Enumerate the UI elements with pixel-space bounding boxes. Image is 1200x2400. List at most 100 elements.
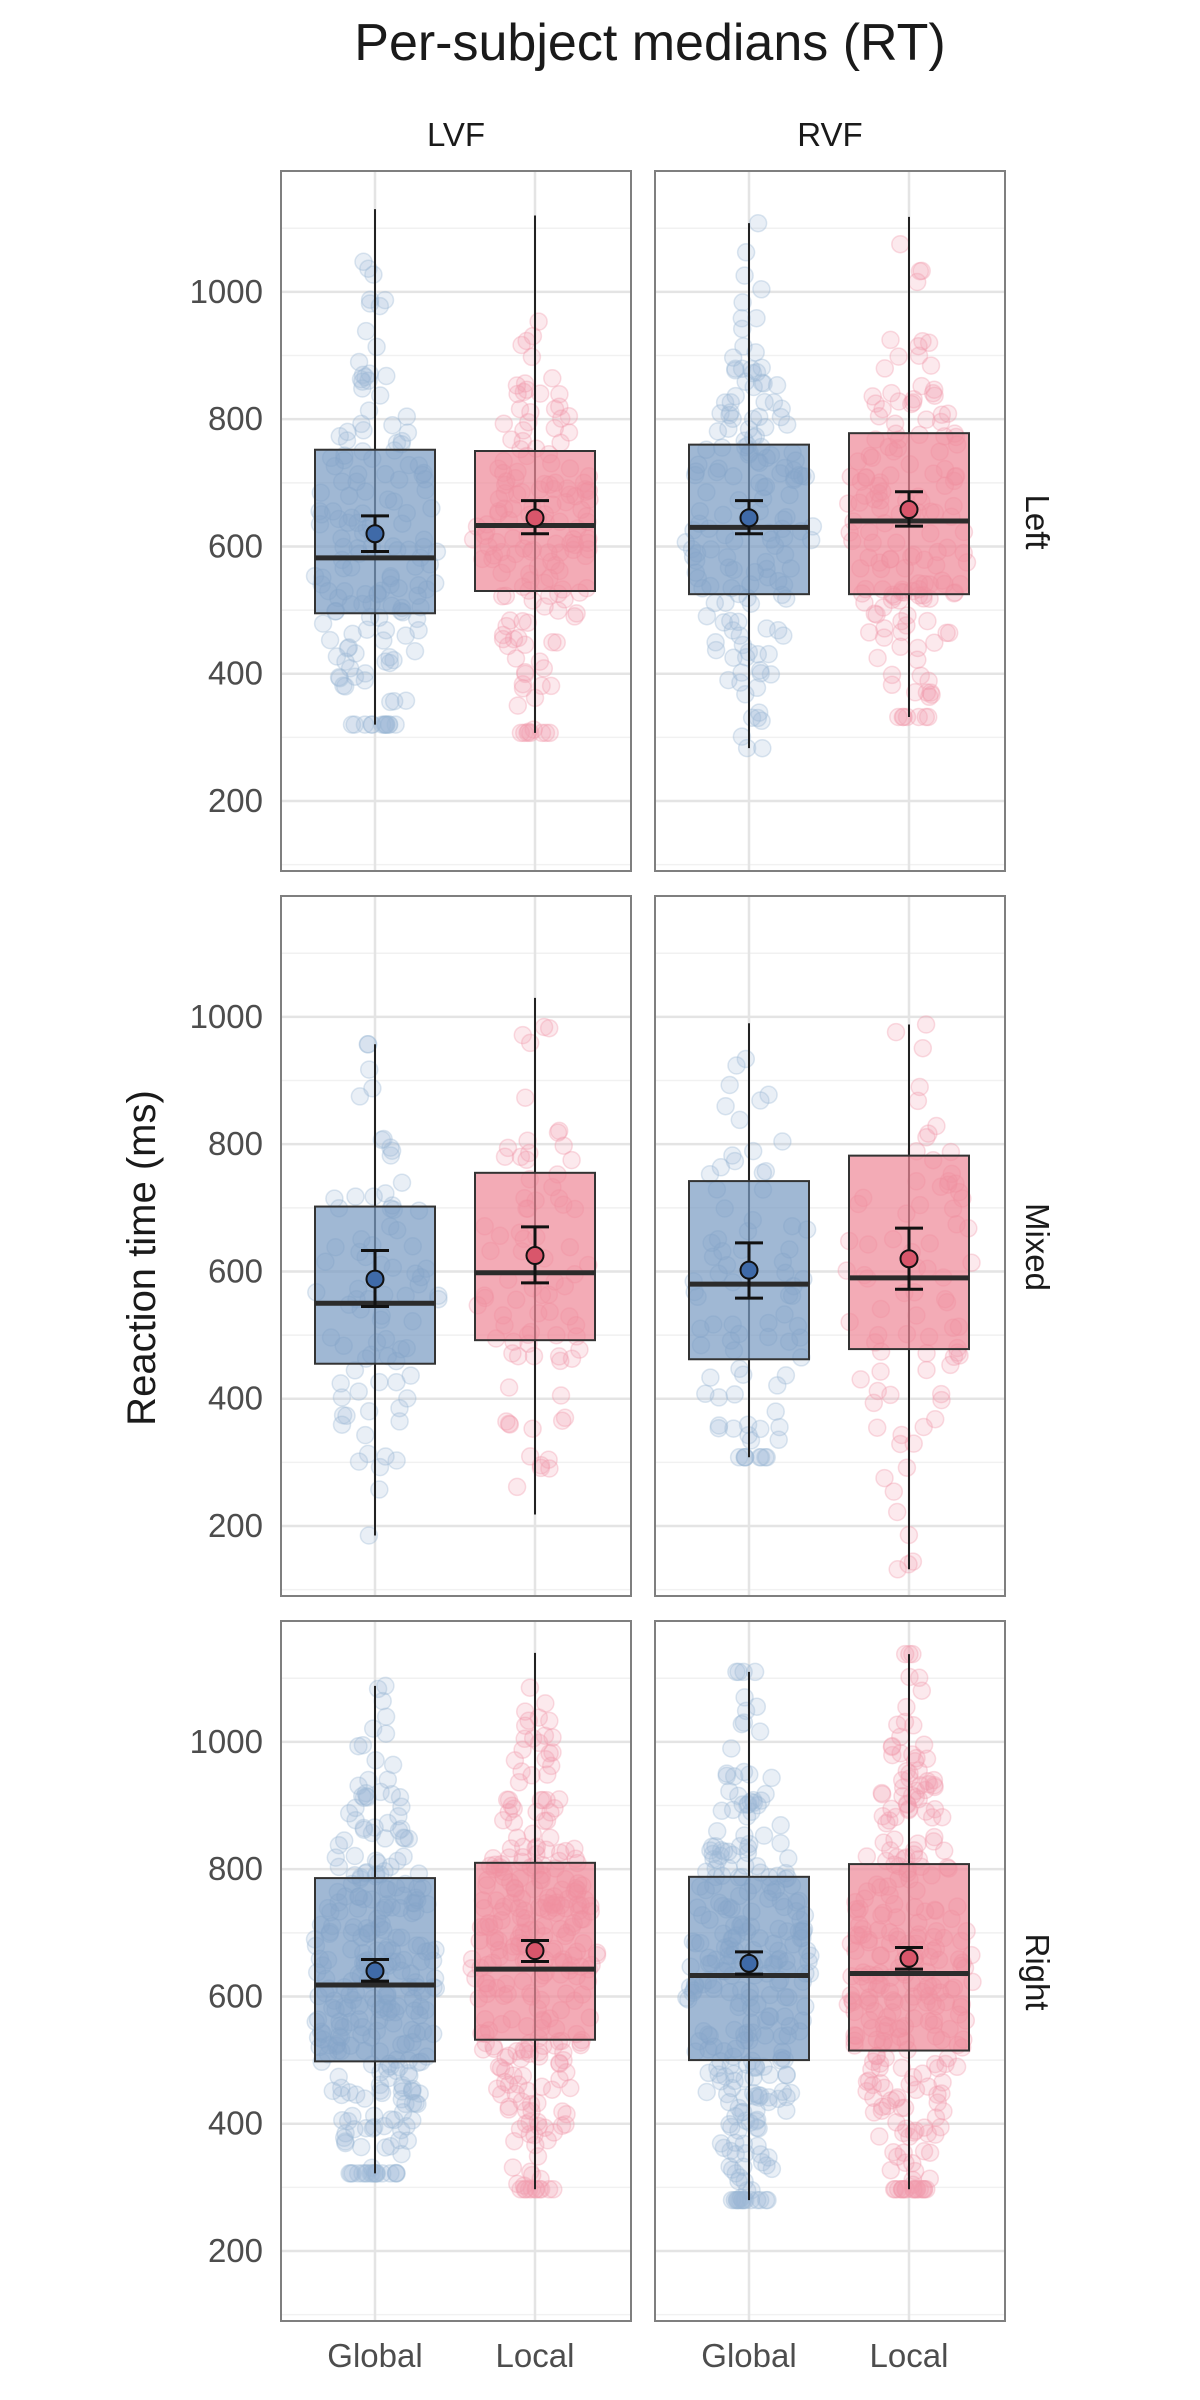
local-mean-point xyxy=(525,508,545,528)
data-point xyxy=(513,679,533,698)
data-point xyxy=(918,2077,938,2096)
data-point xyxy=(550,397,569,416)
data-point xyxy=(914,2142,934,2161)
data-point xyxy=(553,2102,572,2121)
data-point xyxy=(516,2180,535,2199)
data-point xyxy=(733,293,752,312)
data-point xyxy=(539,2180,559,2199)
data-point xyxy=(377,366,396,386)
data-point xyxy=(381,1138,400,1157)
data-point xyxy=(749,703,769,722)
data-point xyxy=(906,1787,926,1807)
data-point xyxy=(706,633,725,652)
data-point xyxy=(708,422,728,441)
data-point xyxy=(335,677,355,696)
strip-label-row-3: Right xyxy=(1019,1933,1056,2010)
data-point xyxy=(752,2153,772,2172)
data-point xyxy=(857,2072,877,2091)
data-point xyxy=(760,2065,779,2085)
data-point xyxy=(722,1739,741,1758)
data-point xyxy=(336,2133,355,2153)
data-point xyxy=(510,2119,530,2139)
data-point xyxy=(917,1749,937,1769)
data-point xyxy=(922,1808,942,1827)
data-point xyxy=(746,2112,766,2131)
data-point xyxy=(401,1366,420,1385)
data-point xyxy=(500,611,520,630)
data-point xyxy=(732,663,751,682)
data-point xyxy=(905,1752,925,1771)
data-point xyxy=(875,359,895,378)
data-point xyxy=(919,671,938,691)
data-point xyxy=(926,2108,946,2127)
data-point xyxy=(373,715,392,734)
data-point xyxy=(771,1816,790,1835)
data-point xyxy=(706,640,726,660)
data-point xyxy=(346,1187,365,1206)
data-point xyxy=(544,2123,564,2142)
data-point xyxy=(709,1388,729,1407)
data-point xyxy=(340,2083,359,2102)
data-point xyxy=(897,707,917,727)
data-point xyxy=(353,1735,373,1755)
data-point xyxy=(531,1458,551,1478)
data-point xyxy=(709,2065,728,2084)
data-point xyxy=(565,1839,584,1859)
data-point xyxy=(538,2131,557,2150)
data-point xyxy=(353,365,373,385)
data-point xyxy=(721,393,741,412)
data-point xyxy=(712,1801,732,1821)
data-point xyxy=(518,613,538,632)
data-point xyxy=(536,1694,555,1713)
data-point xyxy=(506,2084,526,2104)
data-point xyxy=(885,1830,904,1849)
data-point xyxy=(754,374,773,393)
data-point xyxy=(363,2164,382,2183)
data-point xyxy=(320,630,340,650)
data-point xyxy=(869,407,889,426)
data-point xyxy=(549,1347,569,1366)
data-point xyxy=(349,1776,368,1796)
data-point xyxy=(357,2164,377,2183)
data-point xyxy=(554,1136,573,1155)
data-point xyxy=(745,1662,765,1682)
data-point xyxy=(368,1679,388,1699)
y-tick-label: 600 xyxy=(208,527,263,564)
data-point xyxy=(516,664,535,684)
data-point xyxy=(905,2180,925,2199)
data-point xyxy=(768,621,788,640)
data-point xyxy=(756,1784,775,1804)
data-point xyxy=(531,1790,551,1810)
data-point xyxy=(515,662,535,682)
data-point xyxy=(915,2118,934,2137)
data-point xyxy=(704,1849,723,1869)
data-point xyxy=(331,1374,350,1393)
data-point xyxy=(519,722,538,741)
data-point xyxy=(550,1843,570,1863)
data-point xyxy=(864,2103,884,2122)
data-point xyxy=(770,1417,789,1437)
data-point xyxy=(356,2164,375,2183)
data-point xyxy=(531,2169,550,2189)
data-point xyxy=(408,2094,427,2114)
data-point xyxy=(934,2101,953,2121)
data-point xyxy=(882,665,902,685)
data-point xyxy=(932,1390,951,1410)
data-point xyxy=(720,1075,739,1095)
data-point xyxy=(909,346,929,365)
data-point xyxy=(750,2190,770,2210)
data-point xyxy=(723,409,742,429)
data-point xyxy=(410,2084,429,2103)
data-point xyxy=(868,648,887,668)
data-point xyxy=(499,2046,518,2066)
global-mean-point xyxy=(739,1260,759,1280)
data-point xyxy=(345,715,364,734)
data-point xyxy=(503,1344,522,1363)
data-point xyxy=(516,1088,535,1107)
data-point xyxy=(750,1722,770,1741)
data-point xyxy=(906,2080,926,2100)
data-point xyxy=(755,392,774,412)
data-point xyxy=(549,1790,569,1809)
data-point xyxy=(719,2092,739,2112)
data-point xyxy=(376,1676,395,1696)
